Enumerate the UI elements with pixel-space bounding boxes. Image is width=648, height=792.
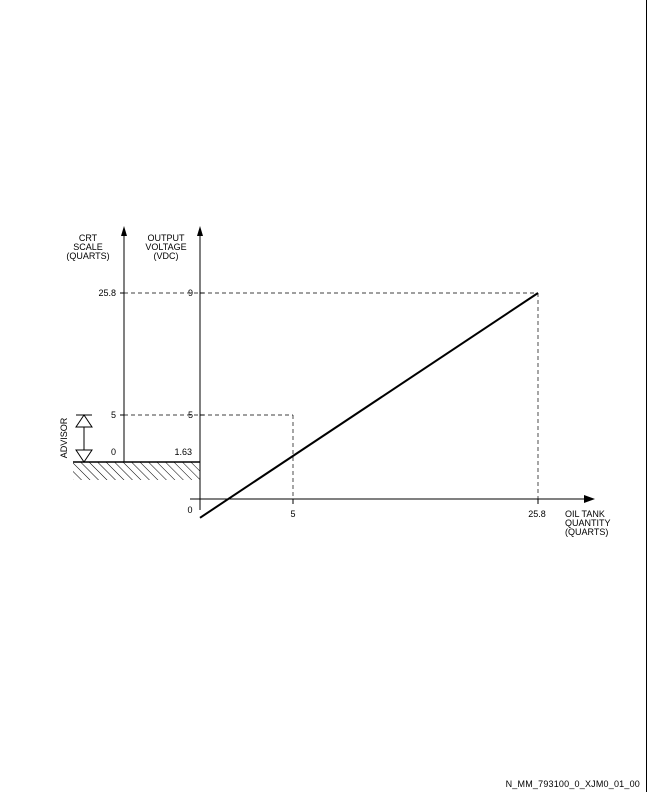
voltage-axis-label-line-3: (VDC) (154, 251, 179, 261)
x-axis-label-line-1: OIL TANK (565, 509, 605, 519)
crt-tick-label-0: 0 (111, 447, 116, 457)
x-tick-label-5: 5 (290, 509, 295, 519)
x-axis-label-line-3: (QUARTS) (565, 527, 608, 537)
crt-axis-arrow (121, 226, 127, 236)
advisory-label: ADVISOR (59, 417, 69, 458)
figure-id: N_MM_793100_0_XJM0_01_00 (505, 779, 640, 789)
vdc-tick-label-5: 5 (188, 410, 193, 420)
page-right-border (646, 0, 647, 792)
vdc-tick-label-1-63: 1.63 (174, 447, 192, 457)
voltage-axis-label-line-2: VOLTAGE (145, 242, 186, 252)
vdc-tick-label-9: 9 (188, 288, 193, 298)
crt-axis-label-line-3: (QUARTS) (66, 251, 109, 261)
crt-axis-label-line-2: SCALE (73, 242, 103, 252)
voltage-axis-arrow (197, 226, 203, 236)
x-axis-arrow (584, 495, 595, 503)
crt-tick-label-25-8: 25.8 (98, 288, 116, 298)
x-axis-label-line-2: QUANTITY (565, 518, 611, 528)
voltage-axis-label-line-1: OUTPUT (148, 233, 186, 243)
baseline-hatch (73, 462, 200, 480)
crt-tick-label-5: 5 (111, 410, 116, 420)
crt-axis-label-line-1: CRT (79, 233, 98, 243)
x-tick-label-25-8: 25.8 (528, 509, 546, 519)
advisory-arrow-up (75, 414, 93, 428)
oil-quantity-voltage-line (199, 292, 539, 519)
advisory-arrow-down (75, 449, 93, 463)
x-origin-label: 0 (187, 505, 192, 515)
